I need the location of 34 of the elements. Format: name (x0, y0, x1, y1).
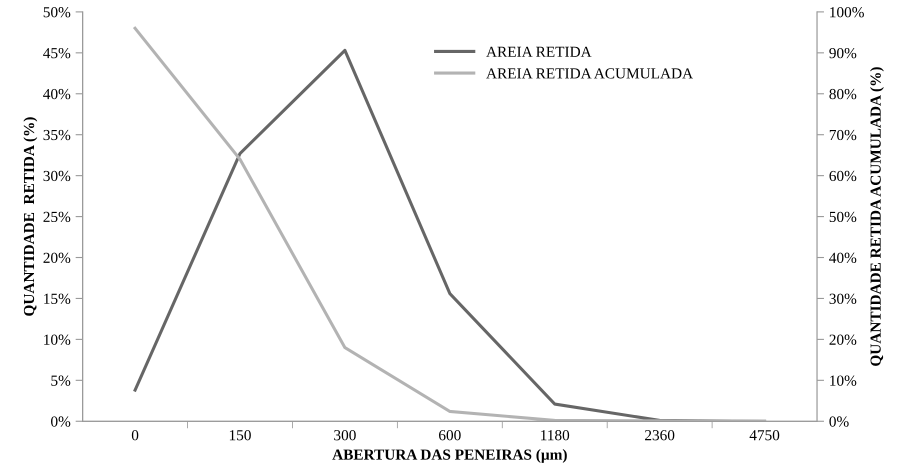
y2-tick-label: 70% (830, 130, 856, 140)
y2-tick-label: 60% (829, 170, 856, 182)
x-axis-title: ABERTURA DAS PENEIRAS (µm) (332, 449, 567, 463)
y-axis-title: QUANTIDADE RETIDA (%) (23, 117, 38, 316)
y-tick-label: 20% (43, 252, 70, 264)
y2-tick-label: 0% (829, 416, 849, 427)
y-tick-label: 5% (51, 375, 70, 386)
x-tick-label: 150 (230, 430, 251, 440)
y-tick-label: 10% (44, 334, 70, 345)
y2-tick-label: 10% (830, 375, 856, 386)
y-tick-label: 0% (51, 416, 70, 427)
x-tick-label: 1180 (541, 430, 570, 440)
y-tick-label: 35% (44, 130, 70, 140)
y-tick-label: 40% (43, 88, 70, 100)
y2-tick-label: 20% (829, 334, 856, 345)
y-tick-label: 45% (43, 48, 70, 58)
x-tick-label: 600 (439, 430, 461, 440)
x-tick-label: 0 (132, 430, 138, 440)
y-tick-label: 30% (44, 170, 70, 182)
x-tick-label: 300 (334, 430, 356, 440)
y2-tick-label: 30% (830, 294, 856, 304)
y2-tick-label: 80% (829, 88, 856, 100)
legend-label: AREIA RETIDA ACUMULADA (486, 68, 693, 79)
y2-tick-label: 90% (829, 48, 856, 58)
y2-tick-label: 50% (830, 212, 856, 222)
y-tick-label: 15% (44, 294, 70, 304)
y2-tick-label: 40% (829, 252, 856, 264)
legend-label: AREIA RETIDA (486, 46, 592, 57)
x-tick-label: 4750 (750, 430, 780, 440)
y-tick-label: 25% (43, 212, 70, 222)
y-tick-label: 50% (44, 7, 70, 18)
y2-tick-label: 100% (830, 7, 864, 18)
x-tick-label: 2360 (645, 430, 674, 440)
y2-axis-title: QUANTIDADE RETIDA ACUMULADA (%) (870, 67, 884, 366)
